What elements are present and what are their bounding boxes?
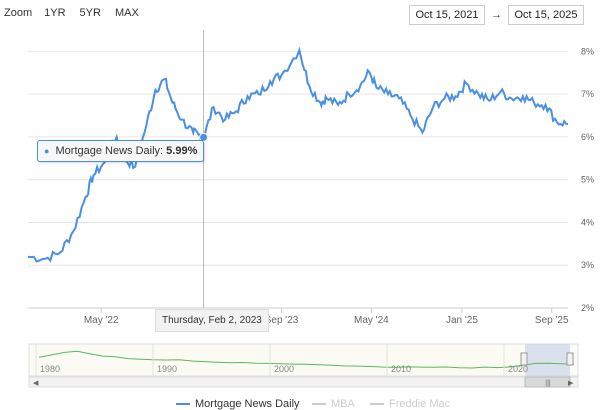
main-chart[interactable]: 2% 3% 4% 5% 6% 7% 8% May '22 Sep '23 May '24 Jan … — [0, 0, 610, 340]
navigator-frame — [28, 343, 579, 377]
zoom-controls: Zoom 1YR 5YR MAX — [4, 6, 149, 20]
legend-swatch — [370, 403, 384, 405]
crosshair-date-label: Thursday, Feb 2, 2023 — [155, 309, 269, 332]
scrollbar-left-arrow-icon[interactable]: ◀ — [33, 380, 39, 387]
x-tick-label: Sep '25 — [535, 315, 569, 326]
navigator-selection[interactable] — [525, 344, 570, 376]
tooltip-series-dot: ● — [44, 146, 50, 156]
legend-item-mortgage-news-daily[interactable]: Mortgage News Daily — [176, 398, 300, 410]
legend-label: Freddie Mac — [389, 398, 451, 410]
zoom-1yr-button[interactable]: 1YR — [44, 7, 66, 19]
navigator[interactable]: 1980 1990 2000 2010 2020 ||| ◀ ▶ — [0, 340, 610, 390]
y-tick-label: 2% — [581, 303, 594, 313]
y-axis: 2% 3% 4% 5% 6% 7% 8% — [581, 46, 594, 313]
scrollbar-right-arrow-icon[interactable]: ▶ — [568, 380, 574, 387]
navigator-handle-right[interactable] — [566, 352, 574, 366]
x-tick-label: Sep '23 — [265, 315, 299, 326]
zoom-5yr-button[interactable]: 5YR — [79, 7, 101, 19]
legend-swatch — [176, 403, 190, 405]
range-to-input[interactable]: Oct 15, 2025 — [508, 5, 584, 25]
y-tick-label: 5% — [581, 175, 594, 185]
legend-label: MBA — [331, 398, 355, 410]
legend-item-mba[interactable]: MBA — [312, 398, 355, 410]
tooltip-value: 5.99% — [166, 145, 198, 157]
legend-label: Mortgage News Daily — [195, 398, 300, 410]
range-arrow: → — [491, 9, 502, 21]
navigator-series — [38, 350, 575, 369]
scrollbar-grip-icon: ||| — [545, 380, 551, 387]
legend-swatch — [312, 403, 326, 405]
x-axis: May '22 Sep '23 May '24 Jan '25 Sep '25 — [28, 307, 569, 326]
navigator-year-label: 2000 — [274, 364, 294, 374]
legend: Mortgage News Daily MBA Freddie Mac — [0, 398, 610, 410]
series-line-mortgage-news-daily — [27, 46, 569, 263]
navigator-year-label: 2010 — [391, 364, 411, 374]
navigator-year-label: 1990 — [157, 364, 177, 374]
x-tick-label: Jan '25 — [446, 315, 478, 326]
zoom-max-button[interactable]: MAX — [114, 7, 139, 19]
navigator-handle-left[interactable] — [520, 352, 528, 366]
date-range-selector: Oct 15, 2021 → Oct 15, 2025 — [409, 5, 584, 25]
legend-item-freddie-mac[interactable]: Freddie Mac — [370, 398, 450, 410]
grid — [28, 50, 568, 309]
y-tick-label: 8% — [581, 46, 594, 56]
tooltip: ● Mortgage News Daily: 5.99% — [37, 140, 205, 162]
range-from-input[interactable]: Oct 15, 2021 — [409, 5, 485, 25]
scrollbar-thumb[interactable] — [524, 376, 571, 388]
x-tick-label: May '22 — [84, 315, 119, 326]
navigator-year-label: 2020 — [508, 364, 528, 374]
zoom-label: Zoom — [4, 7, 33, 19]
y-tick-label: 4% — [581, 217, 594, 227]
y-tick-label: 3% — [581, 260, 594, 270]
y-tick-label: 7% — [581, 89, 594, 99]
navigator-year-label: 1980 — [40, 364, 60, 374]
scrollbar-track[interactable] — [28, 376, 579, 388]
y-tick-label: 6% — [581, 132, 594, 142]
navigator-year-labels: 1980 1990 2000 2010 2020 — [35, 344, 528, 376]
x-tick-label: May '24 — [354, 315, 389, 326]
tooltip-series-name: Mortgage News Daily — [55, 145, 161, 157]
